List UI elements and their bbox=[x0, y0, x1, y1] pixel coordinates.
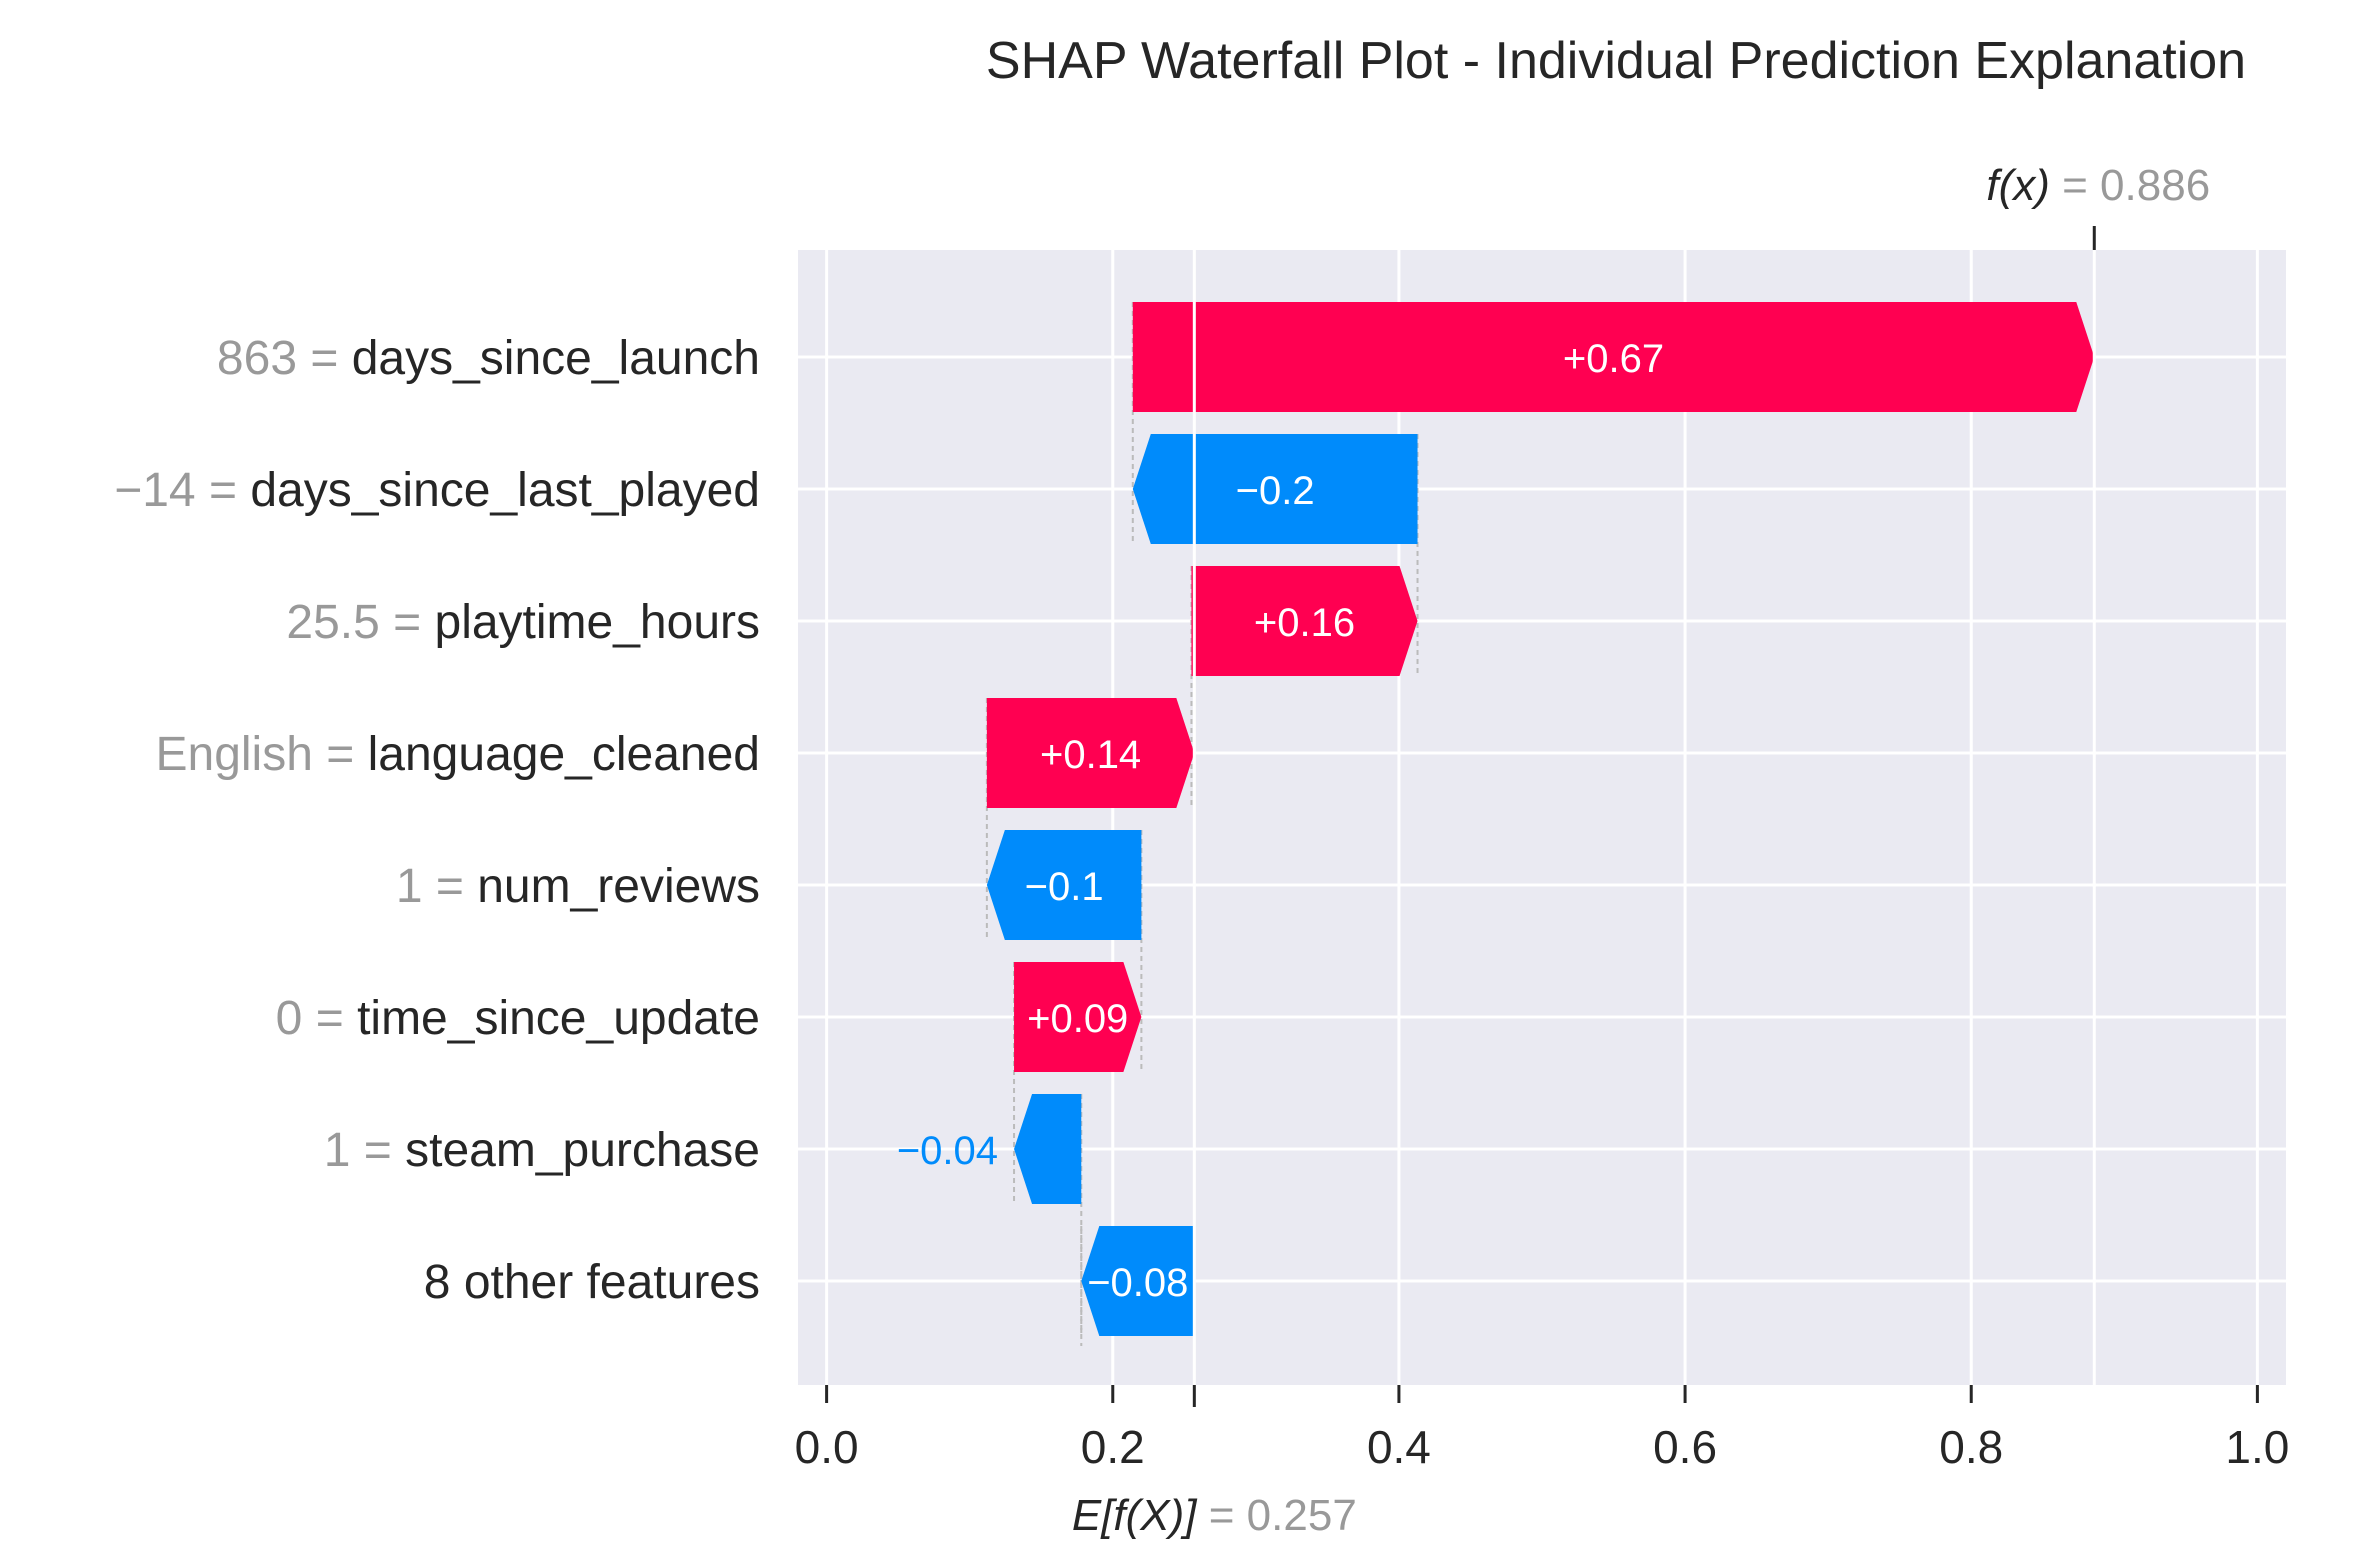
feature-value: 863 = bbox=[217, 332, 352, 385]
fx-label-expr: f(x) bbox=[1986, 161, 2050, 210]
feature-value: 0 = bbox=[276, 992, 357, 1045]
negative-shap-bar bbox=[1014, 1094, 1082, 1204]
positive-shap-bar bbox=[1014, 962, 1142, 1072]
shap-value-label: +0.67 bbox=[1563, 337, 1664, 381]
feature-label: −14 = days_since_last_played bbox=[114, 464, 760, 517]
feature-label: 1 = steam_purchase bbox=[324, 1124, 760, 1177]
x-tick-label: 1.0 bbox=[2225, 1421, 2289, 1473]
feature-label: 8 other features bbox=[424, 1256, 760, 1309]
reference-lines: f(x) = 0.886 E[f(X)] = 0.257 bbox=[1072, 161, 2210, 1540]
shap-value-label: +0.09 bbox=[1027, 997, 1128, 1041]
x-tick-label: 0.0 bbox=[795, 1421, 859, 1473]
x-tick-label: 0.4 bbox=[1367, 1421, 1431, 1473]
feature-label: 1 = num_reviews bbox=[396, 860, 760, 913]
base-value-label: E[f(X)] = 0.257 bbox=[1072, 1491, 1357, 1540]
x-axis: 0.0 0.2 0.4 0.6 0.8 1.0 bbox=[795, 1385, 2289, 1473]
positive-shap-bar bbox=[1132, 302, 2095, 412]
feature-value: 1 = bbox=[324, 1124, 405, 1177]
feature-name: num_reviews bbox=[477, 860, 760, 913]
chart-title: SHAP Waterfall Plot - Individual Predict… bbox=[986, 32, 2246, 90]
feature-label: 25.5 = playtime_hours bbox=[286, 596, 760, 649]
feature-name: steam_purchase bbox=[405, 1124, 760, 1177]
plot-background bbox=[798, 250, 2286, 1385]
feature-name: days_since_launch bbox=[352, 332, 760, 385]
feature-name: days_since_last_played bbox=[250, 464, 760, 517]
feature-value: English = bbox=[155, 728, 367, 781]
feature-label: 0 = time_since_update bbox=[276, 992, 760, 1045]
label-layer: +0.67 863 = days_since_launch −0.2 −14 = da… bbox=[114, 332, 1664, 1309]
feature-value: −14 = bbox=[114, 464, 250, 517]
positive-shap-bar bbox=[986, 698, 1195, 808]
bar-layer bbox=[986, 302, 2095, 1336]
fx-label: f(x) = 0.886 bbox=[1986, 161, 2210, 210]
feature-value: 1 = bbox=[396, 860, 477, 913]
feature-name: language_cleaned bbox=[368, 728, 760, 781]
positive-shap-bar bbox=[1191, 566, 1418, 676]
shap-value-label: +0.14 bbox=[1040, 733, 1141, 777]
negative-shap-bar bbox=[986, 830, 1142, 940]
feature-value: 25.5 = bbox=[286, 596, 434, 649]
negative-shap-bar bbox=[1081, 1226, 1195, 1336]
x-tick-label: 0.2 bbox=[1081, 1421, 1145, 1473]
shap-value-label: −0.1 bbox=[1025, 865, 1104, 909]
feature-name: time_since_update bbox=[357, 992, 760, 1045]
shap-value-label: −0.04 bbox=[897, 1129, 998, 1173]
feature-label: 863 = days_since_launch bbox=[217, 332, 760, 385]
negative-shap-bar bbox=[1132, 434, 1418, 544]
shap-value-label: −0.2 bbox=[1236, 469, 1315, 513]
feature-label: English = language_cleaned bbox=[155, 728, 760, 781]
x-tick-label: 0.8 bbox=[1939, 1421, 2003, 1473]
feature-name: playtime_hours bbox=[435, 596, 761, 649]
feature-name: 8 other features bbox=[424, 1256, 760, 1309]
x-tick-label: 0.6 bbox=[1653, 1421, 1717, 1473]
fx-label-value: = 0.886 bbox=[2050, 161, 2210, 210]
base-value-label-value: = 0.257 bbox=[1197, 1491, 1357, 1540]
shap-value-label: +0.16 bbox=[1254, 601, 1355, 645]
shap-value-label: −0.08 bbox=[1087, 1261, 1188, 1305]
base-value-label-expr: E[f(X)] bbox=[1072, 1491, 1198, 1540]
